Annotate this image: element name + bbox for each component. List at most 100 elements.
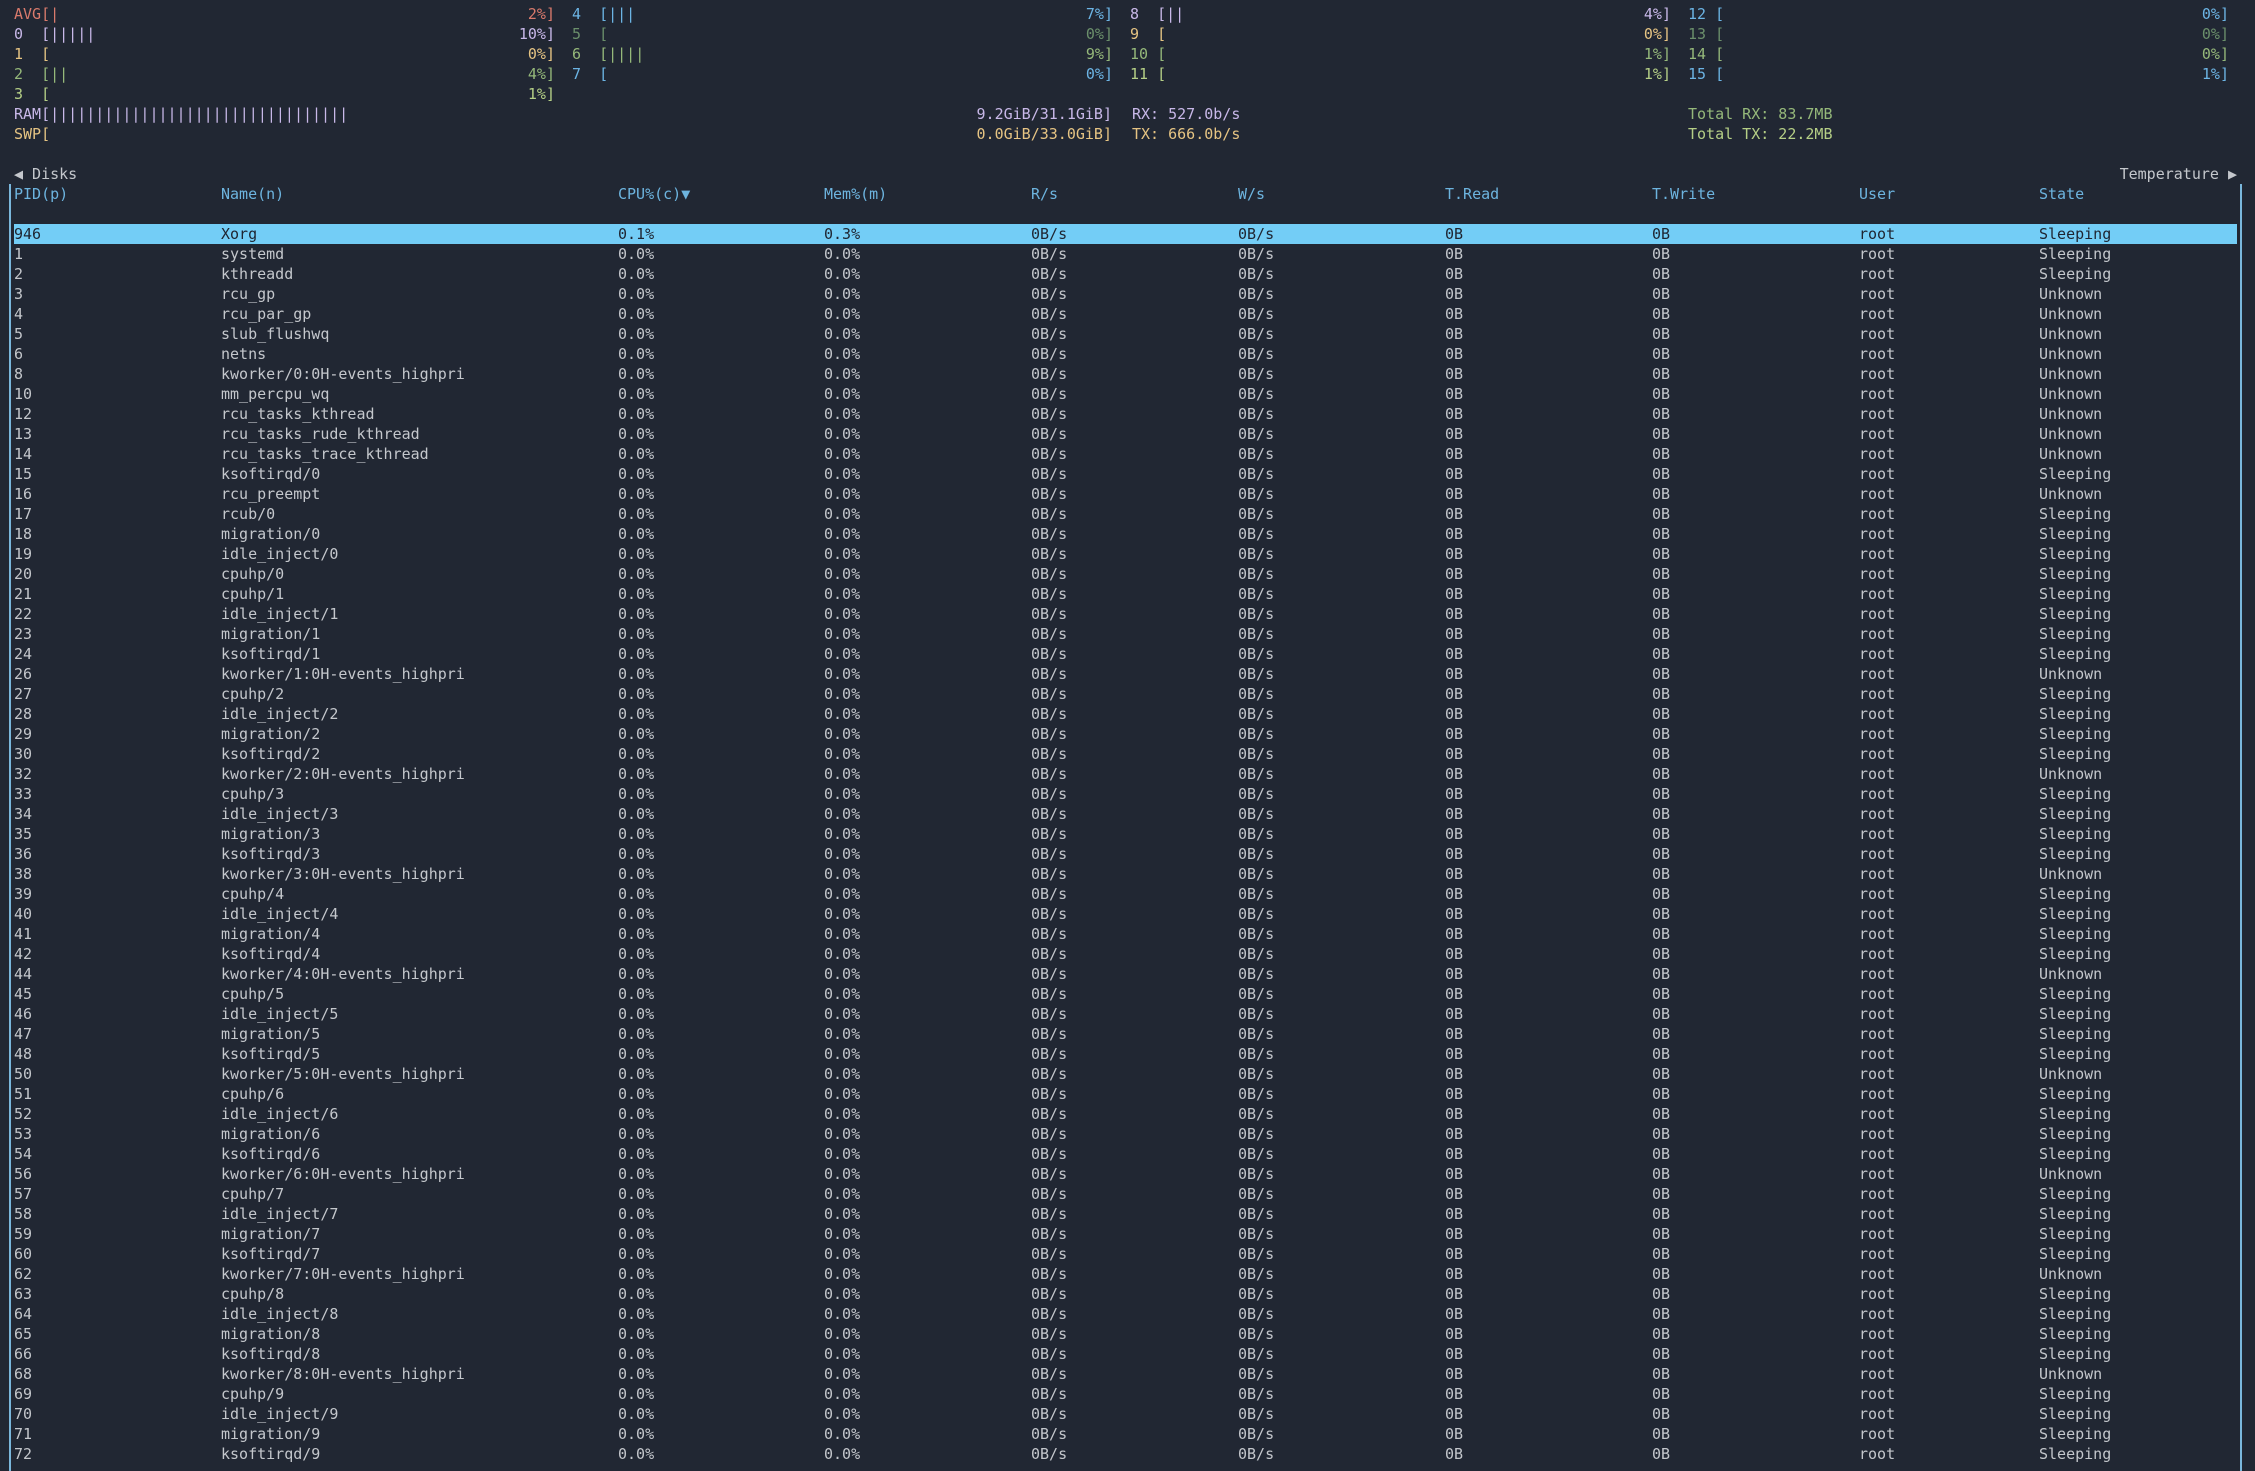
column-header-cpu[interactable]: CPU%(c)▼	[618, 185, 691, 203]
process-row[interactable]: 18 migration/0 0.0% 0.0% 0B/s 0B/s 0B 0B root Sle…	[14, 524, 2237, 544]
cell-state: Sleeping	[2039, 1005, 2112, 1023]
process-row[interactable]: 48 ksoftirqd/5 0.0% 0.0% 0B/s 0B/s 0B 0B root Sle…	[14, 1044, 2237, 1064]
process-row[interactable]: 44 kworker/4:0H-events_highpri 0.0% 0.0% 0B/…	[14, 964, 2237, 984]
cell-cpu: 0.0%	[618, 1005, 655, 1023]
process-row[interactable]: 15 ksoftirqd/0 0.0% 0.0% 0B/s 0B/s 0B 0B root Sle…	[14, 464, 2237, 484]
cell-write-rate: 0B/s	[1238, 325, 1275, 343]
process-row[interactable]: 41 migration/4 0.0% 0.0% 0B/s 0B/s 0B 0B root Sle…	[14, 924, 2237, 944]
process-row[interactable]: 946 Xorg 0.1% 0.3% 0B/s 0B/s 0B 0B root Sleeping	[14, 224, 2237, 244]
process-row[interactable]: 64 idle_inject/8 0.0% 0.0% 0B/s 0B/s 0B 0B root S…	[14, 1304, 2237, 1324]
process-row[interactable]: 38 kworker/3:0H-events_highpri 0.0% 0.0% 0B/…	[14, 864, 2237, 884]
cell-read-rate: 0B/s	[1031, 685, 1068, 703]
process-row[interactable]: 10 mm_percpu_wq 0.0% 0.0% 0B/s 0B/s 0B 0B root Un…	[14, 384, 2237, 404]
cell-pid: 42	[14, 945, 33, 963]
cell-total-read: 0B	[1445, 1225, 1464, 1243]
process-row[interactable]: 14 rcu_tasks_trace_kthread 0.0% 0.0% 0B/s 0B/…	[14, 444, 2237, 464]
process-row[interactable]: 33 cpuhp/3 0.0% 0.0% 0B/s 0B/s 0B 0B root Sleepin…	[14, 784, 2237, 804]
process-row[interactable]: 21 cpuhp/1 0.0% 0.0% 0B/s 0B/s 0B 0B root Sleepin…	[14, 584, 2237, 604]
process-row[interactable]: 20 cpuhp/0 0.0% 0.0% 0B/s 0B/s 0B 0B root Sleepin…	[14, 564, 2237, 584]
process-row[interactable]: 36 ksoftirqd/3 0.0% 0.0% 0B/s 0B/s 0B 0B root Sle…	[14, 844, 2237, 864]
process-row[interactable]: 52 idle_inject/6 0.0% 0.0% 0B/s 0B/s 0B 0B root S…	[14, 1104, 2237, 1124]
cell-total-read: 0B	[1445, 1245, 1464, 1263]
process-row[interactable]: 69 cpuhp/9 0.0% 0.0% 0B/s 0B/s 0B 0B root Sleepin…	[14, 1384, 2237, 1404]
column-header-state[interactable]: State	[2039, 185, 2085, 203]
process-row[interactable]: 46 idle_inject/5 0.0% 0.0% 0B/s 0B/s 0B 0B root S…	[14, 1004, 2237, 1024]
process-row[interactable]: 34 idle_inject/3 0.0% 0.0% 0B/s 0B/s 0B 0B root S…	[14, 804, 2237, 824]
cell-user: root	[1859, 1445, 1896, 1463]
process-row[interactable]: 27 cpuhp/2 0.0% 0.0% 0B/s 0B/s 0B 0B root Sleepin…	[14, 684, 2237, 704]
process-row[interactable]: 42 ksoftirqd/4 0.0% 0.0% 0B/s 0B/s 0B 0B root Sle…	[14, 944, 2237, 964]
process-row[interactable]: 62 kworker/7:0H-events_highpri 0.0% 0.0% 0B/…	[14, 1264, 2237, 1284]
process-row[interactable]: 2 kthreadd 0.0% 0.0% 0B/s 0B/s 0B 0B root Sleepin…	[14, 264, 2237, 284]
cell-user: root	[1859, 1345, 1896, 1363]
cell-user: root	[1859, 385, 1896, 403]
process-row[interactable]: 5 slub_flushwq 0.0% 0.0% 0B/s 0B/s 0B 0B root Unk…	[14, 324, 2237, 344]
process-row[interactable]: 39 cpuhp/4 0.0% 0.0% 0B/s 0B/s 0B 0B root Sleepin…	[14, 884, 2237, 904]
cell-cpu: 0.0%	[618, 925, 655, 943]
process-row[interactable]: 51 cpuhp/6 0.0% 0.0% 0B/s 0B/s 0B 0B root Sleepin…	[14, 1084, 2237, 1104]
process-row[interactable]: 53 migration/6 0.0% 0.0% 0B/s 0B/s 0B 0B root Sle…	[14, 1124, 2237, 1144]
cell-mem: 0.0%	[824, 605, 861, 623]
column-header-total-read[interactable]: T.Read	[1445, 185, 1500, 203]
process-row[interactable]: 71 migration/9 0.0% 0.0% 0B/s 0B/s 0B 0B root Sle…	[14, 1424, 2237, 1444]
cell-state: Sleeping	[2039, 1405, 2112, 1423]
process-row[interactable]: 3 rcu_gp 0.0% 0.0% 0B/s 0B/s 0B 0B root Unknown	[14, 284, 2237, 304]
process-row[interactable]: 68 kworker/8:0H-events_highpri 0.0% 0.0% 0B/…	[14, 1364, 2237, 1384]
process-row[interactable]: 6 netns 0.0% 0.0% 0B/s 0B/s 0B 0B root Unknown	[14, 344, 2237, 364]
process-row[interactable]: 65 migration/8 0.0% 0.0% 0B/s 0B/s 0B 0B root Sle…	[14, 1324, 2237, 1344]
process-row[interactable]: 72 ksoftirqd/9 0.0% 0.0% 0B/s 0B/s 0B 0B root Sle…	[14, 1444, 2237, 1464]
process-row[interactable]: 40 idle_inject/4 0.0% 0.0% 0B/s 0B/s 0B 0B root S…	[14, 904, 2237, 924]
cell-user: root	[1859, 845, 1896, 863]
tab-next-temperature[interactable]: Temperature ▶	[2119, 165, 2237, 183]
process-row[interactable]: 70 idle_inject/9 0.0% 0.0% 0B/s 0B/s 0B 0B root S…	[14, 1404, 2237, 1424]
cell-cpu: 0.0%	[618, 905, 655, 923]
process-row[interactable]: 50 kworker/5:0H-events_highpri 0.0% 0.0% 0B/…	[14, 1064, 2237, 1084]
process-row[interactable]: 56 kworker/6:0H-events_highpri 0.0% 0.0% 0B/…	[14, 1164, 2237, 1184]
process-row[interactable]: 58 idle_inject/7 0.0% 0.0% 0B/s 0B/s 0B 0B root S…	[14, 1204, 2237, 1224]
process-row[interactable]: 60 ksoftirqd/7 0.0% 0.0% 0B/s 0B/s 0B 0B root Sle…	[14, 1244, 2237, 1264]
swap-meter: SWP[	[14, 124, 50, 144]
cpu-meter-7: 7 [0%]	[572, 64, 1113, 84]
process-row[interactable]: 59 migration/7 0.0% 0.0% 0B/s 0B/s 0B 0B root Sle…	[14, 1224, 2237, 1244]
process-row[interactable]: 47 migration/5 0.0% 0.0% 0B/s 0B/s 0B 0B root Sle…	[14, 1024, 2237, 1044]
process-row[interactable]: 29 migration/2 0.0% 0.0% 0B/s 0B/s 0B 0B root Sle…	[14, 724, 2237, 744]
process-row[interactable]: 12 rcu_tasks_kthread 0.0% 0.0% 0B/s 0B/s 0B 0B r…	[14, 404, 2237, 424]
cell-state: Sleeping	[2039, 925, 2112, 943]
cell-write-rate: 0B/s	[1238, 305, 1275, 323]
process-row[interactable]: 19 idle_inject/0 0.0% 0.0% 0B/s 0B/s 0B 0B root S…	[14, 544, 2237, 564]
column-header-write-rate[interactable]: W/s	[1238, 185, 1266, 203]
process-row[interactable]: 16 rcu_preempt 0.0% 0.0% 0B/s 0B/s 0B 0B root Unk…	[14, 484, 2237, 504]
column-header-read-rate[interactable]: R/s	[1031, 185, 1059, 203]
process-row[interactable]: 54 ksoftirqd/6 0.0% 0.0% 0B/s 0B/s 0B 0B root Sle…	[14, 1144, 2237, 1164]
process-row[interactable]: 1 systemd 0.0% 0.0% 0B/s 0B/s 0B 0B root Sleeping	[14, 244, 2237, 264]
process-row[interactable]: 17 rcub/0 0.0% 0.0% 0B/s 0B/s 0B 0B root Sleeping	[14, 504, 2237, 524]
process-row[interactable]: 30 ksoftirqd/2 0.0% 0.0% 0B/s 0B/s 0B 0B root Sle…	[14, 744, 2237, 764]
process-row[interactable]: 66 ksoftirqd/8 0.0% 0.0% 0B/s 0B/s 0B 0B root Sle…	[14, 1344, 2237, 1364]
process-row[interactable]: 63 cpuhp/8 0.0% 0.0% 0B/s 0B/s 0B 0B root Sleepin…	[14, 1284, 2237, 1304]
process-row[interactable]: 8 kworker/0:0H-events_highpri 0.0% 0.0% 0B/s…	[14, 364, 2237, 384]
column-header-user[interactable]: User	[1859, 185, 1896, 203]
process-row[interactable]: 13 rcu_tasks_rude_kthread 0.0% 0.0% 0B/s 0B/s…	[14, 424, 2237, 444]
process-row[interactable]: 26 kworker/1:0H-events_highpri 0.0% 0.0% 0B/…	[14, 664, 2237, 684]
process-row[interactable]: 22 idle_inject/1 0.0% 0.0% 0B/s 0B/s 0B 0B root S…	[14, 604, 2237, 624]
cell-cpu: 0.0%	[618, 1085, 655, 1103]
process-row[interactable]: 24 ksoftirqd/1 0.0% 0.0% 0B/s 0B/s 0B 0B root Sle…	[14, 644, 2237, 664]
column-header-name[interactable]: Name(n)	[221, 185, 285, 203]
process-row[interactable]: 28 idle_inject/2 0.0% 0.0% 0B/s 0B/s 0B 0B root S…	[14, 704, 2237, 724]
process-row[interactable]: 35 migration/3 0.0% 0.0% 0B/s 0B/s 0B 0B root Sle…	[14, 824, 2237, 844]
cell-user: root	[1859, 1145, 1896, 1163]
cell-read-rate: 0B/s	[1031, 885, 1068, 903]
process-row[interactable]: 45 cpuhp/5 0.0% 0.0% 0B/s 0B/s 0B 0B root Sleepin…	[14, 984, 2237, 1004]
process-row[interactable]: 4 rcu_par_gp 0.0% 0.0% 0B/s 0B/s 0B 0B root Unkno…	[14, 304, 2237, 324]
cell-user: root	[1859, 545, 1896, 563]
column-header-pid[interactable]: PID(p)	[14, 185, 69, 203]
cell-total-read: 0B	[1445, 1445, 1464, 1463]
cell-total-write: 0B	[1652, 1385, 1671, 1403]
cell-read-rate: 0B/s	[1031, 1265, 1068, 1283]
column-header-mem[interactable]: Mem%(m)	[824, 185, 888, 203]
process-row[interactable]: 23 migration/1 0.0% 0.0% 0B/s 0B/s 0B 0B root Sle…	[14, 624, 2237, 644]
tab-prev-disks[interactable]: ◀ Disks	[14, 165, 78, 183]
process-row[interactable]: 32 kworker/2:0H-events_highpri 0.0% 0.0% 0B/…	[14, 764, 2237, 784]
column-header-total-write[interactable]: T.Write	[1652, 185, 1716, 203]
process-row[interactable]: 57 cpuhp/7 0.0% 0.0% 0B/s 0B/s 0B 0B root Sleepin…	[14, 1184, 2237, 1204]
